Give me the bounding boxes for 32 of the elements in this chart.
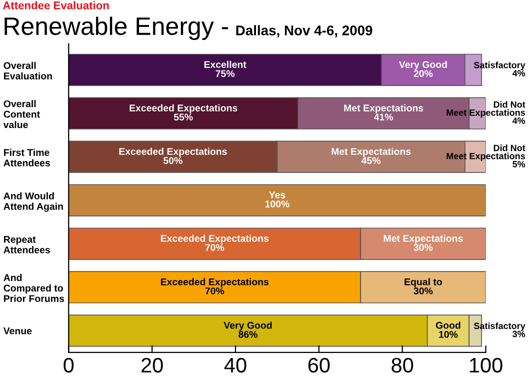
text: Attendee Evaluation	[2, 1, 109, 10]
data-label: Very Good 86%	[224, 322, 272, 338]
data-label: Exceeded Expectations 70%	[160, 234, 269, 251]
chart-subtitle: Dallas, Nov 4-6, 2009	[236, 25, 372, 38]
data-label: Met Expectations 41%	[344, 104, 424, 120]
chart-title: Renewable Energy -	[4, 16, 228, 40]
data-label: Did Not Meet Expectations 5%	[446, 144, 526, 168]
data-label: Exceeded Expectations 55%	[130, 104, 238, 120]
data-label: Exceeded Expectations 70%	[160, 278, 269, 294]
data-label: Exceeded Expectations 50%	[119, 148, 227, 164]
y-tick-label: Venue	[3, 328, 32, 334]
x-tick-label: 100	[470, 358, 502, 373]
data-label: Met Expectations 45%	[332, 148, 411, 164]
y-tick-label: And Compared to Prior Forums	[4, 274, 64, 302]
data-label: Good 10%	[436, 322, 460, 338]
x-tick-label: 20	[142, 358, 163, 373]
y-tick-label: Overall Evaluation	[4, 62, 52, 80]
data-label: Equal to 30%	[404, 278, 442, 294]
y-tick-label: First Time Attendees	[4, 148, 50, 166]
y-tick-label: Overall Content value	[3, 100, 40, 128]
data-label: Met Expectations 30%	[384, 234, 463, 251]
y-tick-label: And Would Attend Again	[4, 192, 63, 212]
bar	[68, 184, 486, 216]
data-label: Yes 100%	[265, 192, 290, 208]
x-tick-label: 60	[308, 358, 330, 373]
x-tick-label: 40	[224, 358, 246, 373]
x-tick-label: 0	[64, 358, 74, 373]
data-label: Excellent 75%	[204, 60, 246, 78]
data-label: Very Good 20%	[398, 60, 447, 78]
data-label: Did Not Meet Expectations 4%	[446, 101, 526, 124]
x-tick-label: 80	[392, 358, 414, 373]
y-tick-label: Repeat Attendees	[4, 236, 50, 254]
